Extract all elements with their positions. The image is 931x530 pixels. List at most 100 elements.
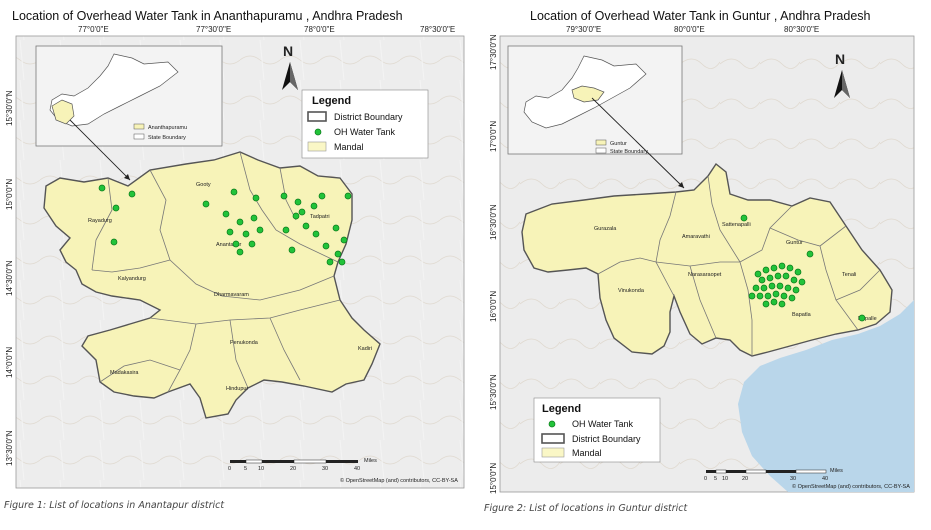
map2-tank-point[interactable] (776, 282, 784, 290)
map1-inset-legend-label: Ananthapuramu (148, 125, 187, 131)
map2-tank-point[interactable] (794, 268, 802, 276)
map2-tank-point[interactable] (754, 270, 762, 278)
map2-tank-point[interactable] (762, 266, 770, 274)
map1-north-label: N (283, 43, 293, 59)
map2-tank-point[interactable] (770, 298, 778, 306)
map1-ytick: 15°0'0"N (5, 179, 14, 210)
map1-tank-point[interactable] (292, 212, 300, 220)
map1-tank-points (98, 184, 352, 266)
map1-scale-tick: 20 (290, 466, 296, 472)
map1-tank-point[interactable] (334, 250, 342, 258)
map2-tank-point[interactable] (782, 272, 790, 280)
map1-tank-point[interactable] (282, 226, 290, 234)
map2-tank-point[interactable] (748, 292, 756, 300)
map2-ytick: 17°30'0"N (489, 34, 498, 70)
map1-tank-point[interactable] (230, 188, 238, 196)
map2-scale-tick: 40 (822, 476, 828, 482)
map1-tank-point[interactable] (310, 202, 318, 210)
map1-tank-point[interactable] (256, 226, 264, 234)
map1-tank-point[interactable] (252, 194, 260, 202)
map1-tank-point[interactable] (280, 192, 288, 200)
map2-district-boundary (521, 162, 893, 357)
map2-ytick: 16°0'0"N (489, 291, 498, 322)
map2-tank-point[interactable] (752, 284, 760, 292)
map1-tank-point[interactable] (222, 210, 230, 218)
map2-scale-tick: 10 (722, 476, 728, 482)
map2-tank-points (740, 214, 866, 322)
map2-tank-point[interactable] (770, 264, 778, 272)
map2-tank-point[interactable] (758, 276, 766, 284)
map1-legend-item: OH Water Tank (334, 127, 396, 137)
map1-inset-legend-label: State Boundary (148, 135, 186, 141)
map2-tank-point[interactable] (786, 264, 794, 272)
map1-tank-point[interactable] (110, 238, 118, 246)
map2-tank-point[interactable] (788, 294, 796, 302)
map2-tank-point[interactable] (766, 274, 774, 282)
map2-north-label: N (835, 51, 845, 67)
map2-tank-point[interactable] (778, 262, 786, 270)
map1-tank-point[interactable] (318, 192, 326, 200)
map2-tank-point[interactable] (780, 292, 788, 300)
map2-tank-point[interactable] (774, 272, 782, 280)
map1-tank-point[interactable] (226, 228, 234, 236)
map1-xtick: 78°0'0"E (304, 25, 335, 34)
map2-tank-point[interactable] (784, 284, 792, 292)
map2-scale-tick: 30 (790, 476, 796, 482)
map1-tank-point[interactable] (248, 240, 256, 248)
map1-tank-point[interactable] (294, 198, 302, 206)
map1-legend: Legend District Boundary OH Water Tank M… (301, 89, 429, 159)
map2-tank-point[interactable] (760, 284, 768, 292)
map2-tank-point[interactable] (762, 300, 770, 308)
map1-place-label: Dharmavaram (214, 292, 249, 298)
map1-tank-point[interactable] (128, 190, 136, 198)
map2-inset-highlight (571, 85, 605, 103)
map2-tank-point[interactable] (858, 314, 866, 322)
map1-tank-point[interactable] (332, 224, 340, 232)
map1-tank-point[interactable] (340, 236, 348, 244)
map1-tank-point[interactable] (338, 258, 346, 266)
map2-tank-point[interactable] (768, 282, 776, 290)
map2-ytick: 17°0'0"N (489, 121, 498, 152)
map1-tank-point[interactable] (236, 248, 244, 256)
map2-tank-point[interactable] (764, 292, 772, 300)
map2-ytick: 16°30'0"N (489, 204, 498, 240)
map1-tank-point[interactable] (250, 214, 258, 222)
map1-tank-point[interactable] (232, 240, 240, 248)
map2-tank-point[interactable] (790, 276, 798, 284)
map1-tank-point[interactable] (302, 222, 310, 230)
map1-tank-point[interactable] (112, 204, 120, 212)
map1-tank-point[interactable] (322, 242, 330, 250)
map1-legend-title: Legend (312, 95, 351, 107)
map2-tank-point[interactable] (778, 300, 786, 308)
map2-tank-point[interactable] (798, 278, 806, 286)
map2-tank-point[interactable] (792, 286, 800, 294)
map2-place-labels: Gurazala Sattenapalli Guntur Narasaraope… (594, 222, 877, 322)
map2-sea (738, 300, 914, 492)
map1-tank-point[interactable] (236, 218, 244, 226)
map2-place-label: Repalle (858, 316, 877, 322)
map1-attribution: © OpenStreetMap (and) contributors, CC-B… (340, 477, 458, 484)
map1-tank-point[interactable] (326, 258, 334, 266)
map2-tank-point[interactable] (772, 290, 780, 298)
map1-tank-point[interactable] (298, 208, 306, 216)
map1-legend-item: Mandal (334, 142, 364, 152)
map2-scale-tick: 20 (742, 476, 748, 482)
map2-inset-legend-swatch (595, 147, 607, 154)
map2-tank-point[interactable] (756, 292, 764, 300)
map2-legend-item: District Boundary (572, 434, 641, 444)
map1-tank-point[interactable] (344, 192, 352, 200)
map1-xtick: 77°30'0"E (196, 25, 231, 34)
map1-tank-point[interactable] (312, 230, 320, 238)
map1-scale-tick: 0 (228, 466, 231, 472)
map2-tank-point[interactable] (806, 250, 814, 258)
map1-scale-bar: 0 5 10 20 30 40 Miles © OpenStreetMap (a… (228, 458, 458, 484)
map2-legend-title: Legend (542, 403, 581, 415)
map2-tank-point[interactable] (740, 214, 748, 222)
map1-tank-point[interactable] (202, 200, 210, 208)
map2-place-label: Narasaraopet (688, 272, 722, 278)
map1-tank-point[interactable] (98, 184, 106, 192)
map2-ytick: 15°30'0"N (489, 374, 498, 410)
map1-tank-point[interactable] (288, 246, 296, 254)
map1-tank-point[interactable] (242, 230, 250, 238)
